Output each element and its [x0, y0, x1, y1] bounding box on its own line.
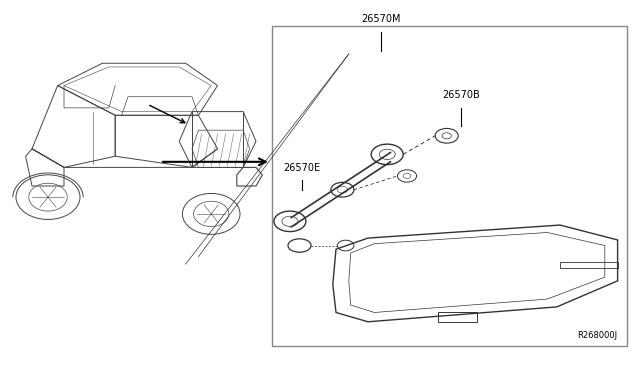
Text: 26570E: 26570E: [284, 163, 321, 173]
Bar: [272, 26, 627, 346]
Text: R268000J: R268000J: [577, 331, 618, 340]
Text: 26570B: 26570B: [442, 90, 479, 100]
Text: 26570M: 26570M: [361, 14, 401, 24]
